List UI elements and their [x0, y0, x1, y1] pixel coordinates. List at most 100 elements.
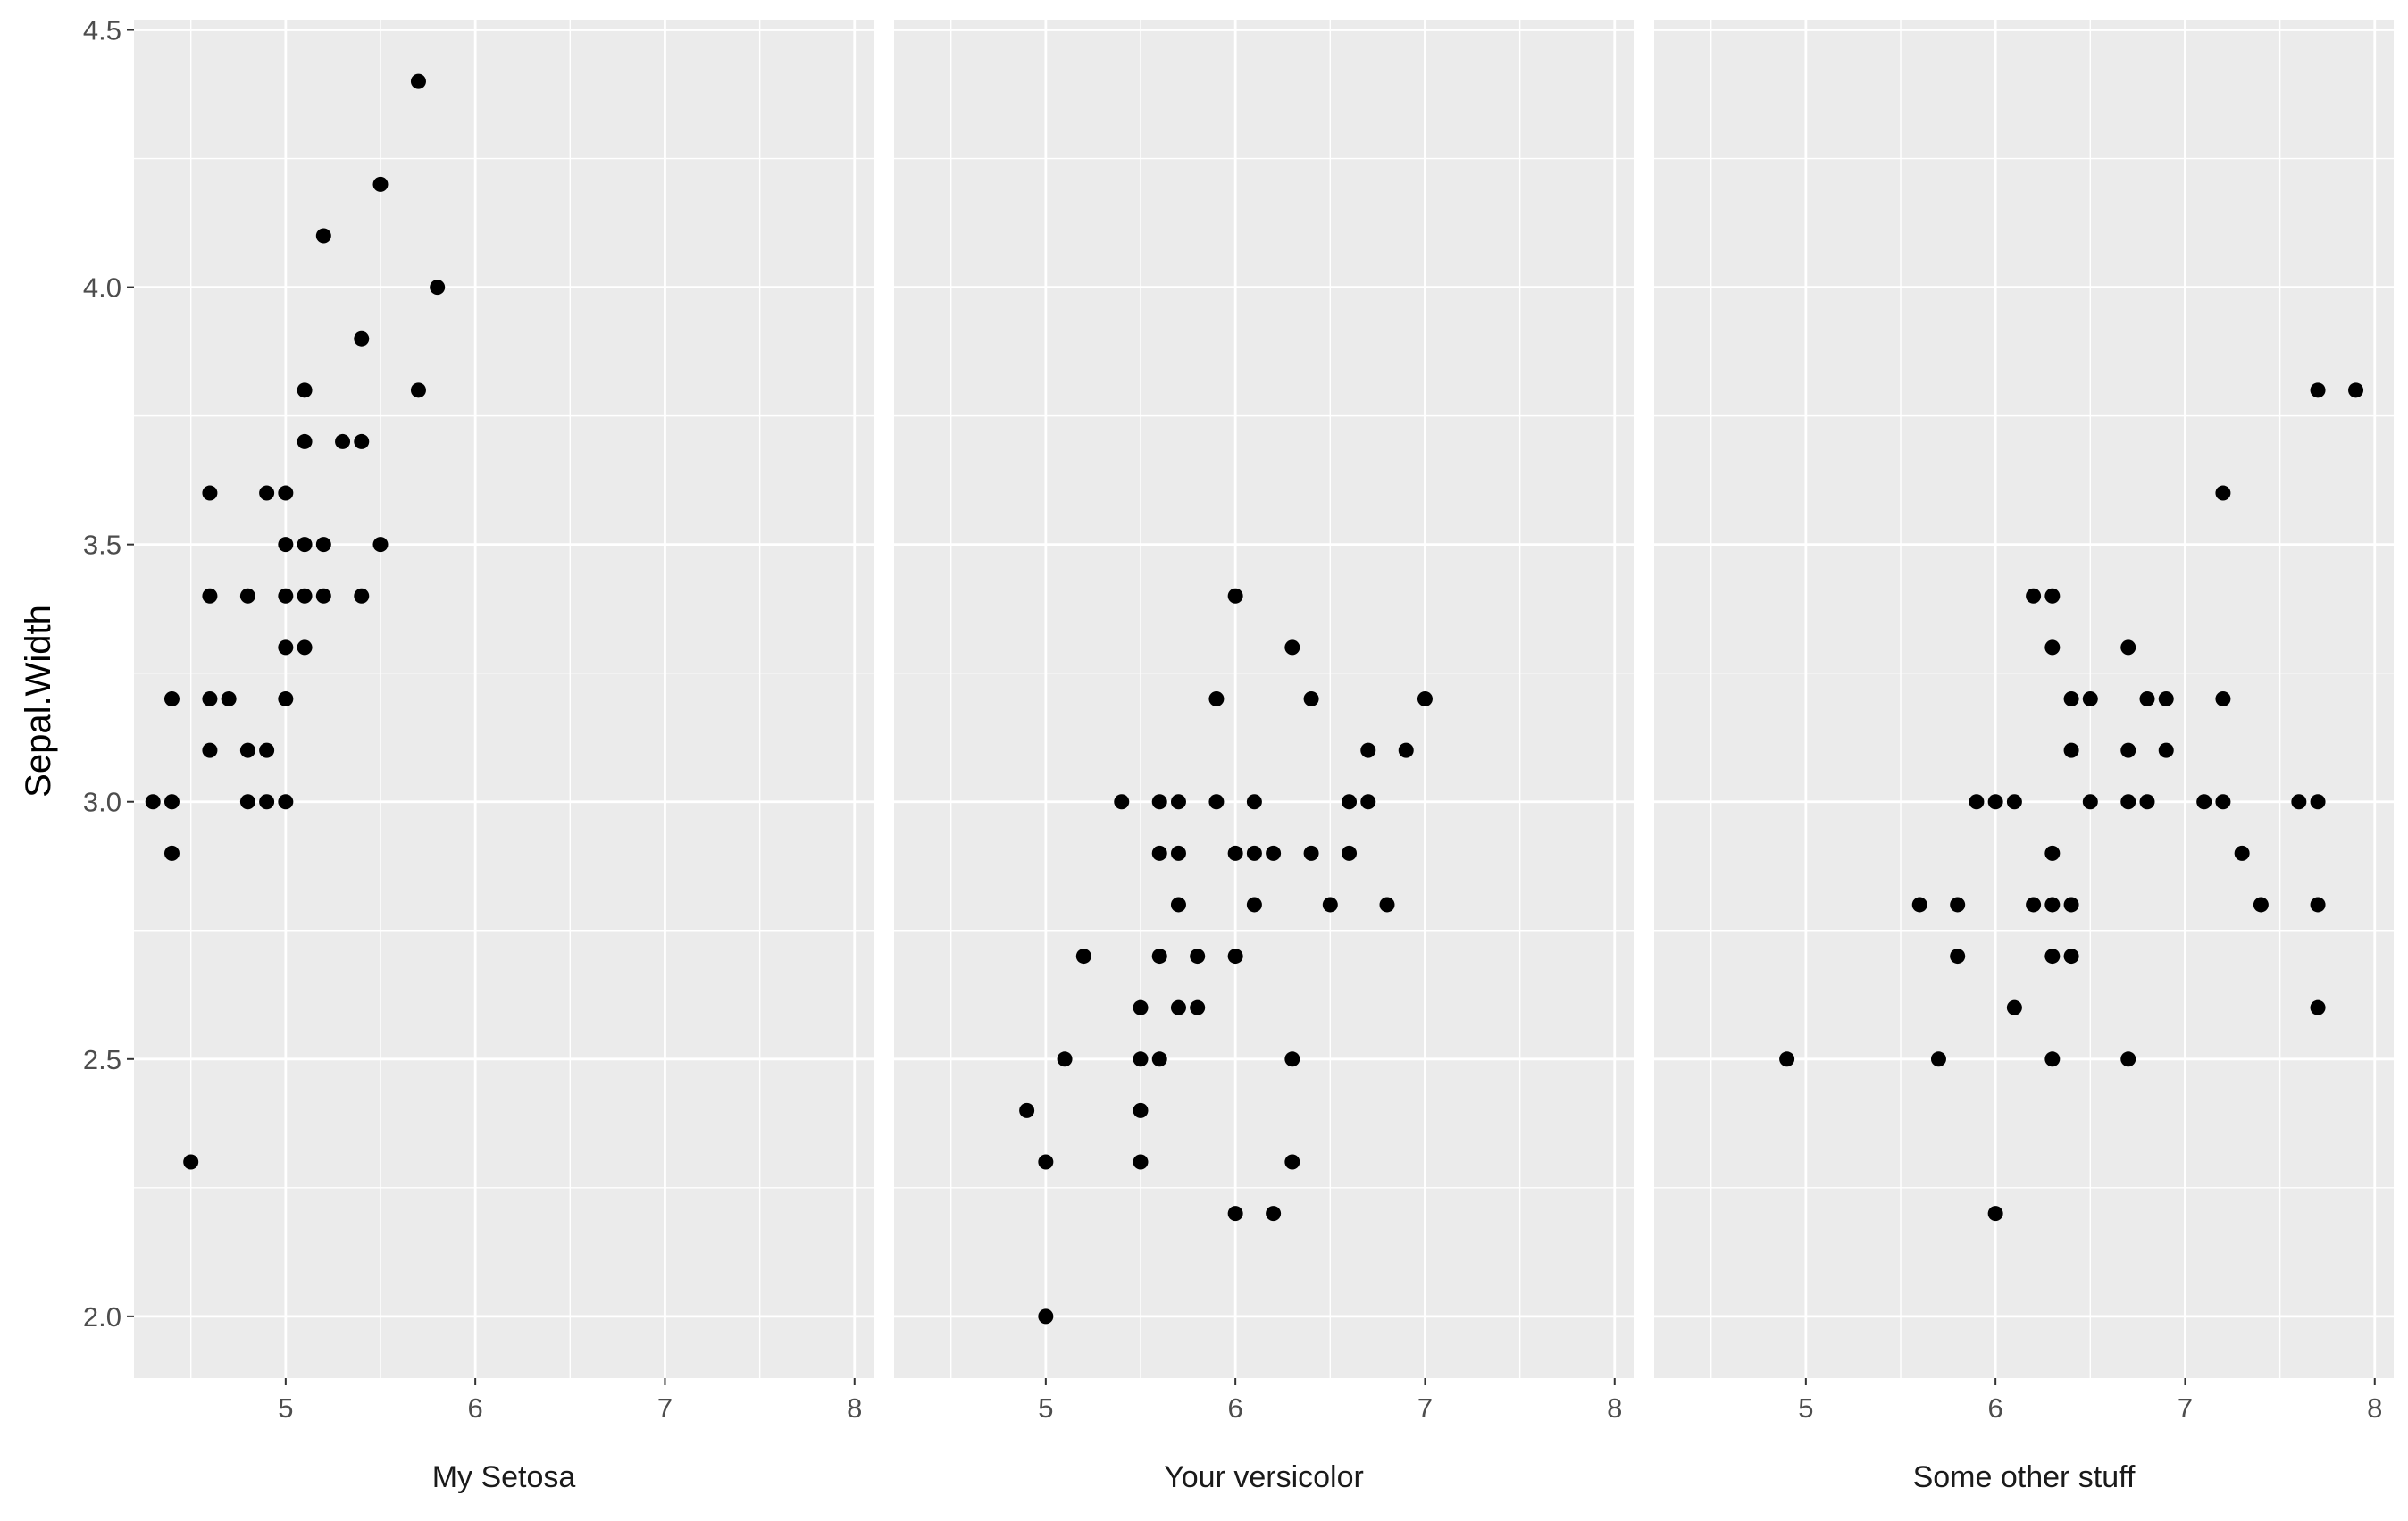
- panel-background: [134, 20, 874, 1378]
- data-point: [1266, 1206, 1282, 1222]
- data-point: [163, 845, 180, 861]
- x-tick-label: 7: [657, 1392, 673, 1424]
- data-point: [163, 794, 180, 810]
- data-point: [2026, 588, 2042, 604]
- y-tick-label: 4.5: [83, 15, 121, 46]
- data-point: [297, 537, 313, 553]
- data-point: [1151, 845, 1167, 861]
- data-point: [278, 588, 294, 604]
- data-point: [1246, 897, 1262, 913]
- data-point: [2044, 1051, 2061, 1067]
- data-point: [2006, 794, 2022, 810]
- data-point: [1133, 999, 1149, 1015]
- data-point: [2063, 897, 2079, 913]
- data-point: [2063, 691, 2079, 706]
- data-point: [2310, 897, 2326, 913]
- data-point: [1779, 1051, 1795, 1067]
- facet-panel: 5 6 7 8 Your versicolor: [894, 20, 1634, 1494]
- data-point: [2063, 742, 2079, 758]
- data-point: [1190, 999, 1206, 1015]
- data-point: [1114, 794, 1130, 810]
- data-point: [1911, 897, 1927, 913]
- data-point: [297, 382, 313, 398]
- x-tick-label: 8: [847, 1392, 862, 1424]
- data-point: [1133, 1102, 1149, 1118]
- data-point: [2044, 897, 2061, 913]
- data-point: [1133, 1051, 1149, 1067]
- data-point: [278, 691, 294, 706]
- data-point: [145, 794, 161, 810]
- data-point: [1284, 1051, 1300, 1067]
- x-tick-label: 7: [2178, 1392, 2193, 1424]
- facet-label: My Setosa: [432, 1460, 576, 1494]
- data-point: [1342, 845, 1358, 861]
- data-point: [2253, 897, 2269, 913]
- data-point: [2044, 639, 2061, 656]
- data-point: [1303, 691, 1319, 706]
- data-point: [1190, 949, 1206, 965]
- data-point: [297, 433, 313, 449]
- data-point: [278, 794, 294, 810]
- data-point: [1360, 794, 1376, 810]
- data-point: [1360, 742, 1376, 758]
- x-tick-label: 6: [468, 1392, 483, 1424]
- data-point: [430, 280, 446, 296]
- data-point: [2310, 794, 2326, 810]
- data-point: [1038, 1154, 1054, 1170]
- y-axis-label: Sepal.Width: [19, 605, 58, 798]
- data-point: [315, 588, 331, 604]
- data-point: [202, 742, 218, 758]
- data-point: [2215, 485, 2231, 501]
- data-point: [1227, 949, 1243, 965]
- data-point: [2120, 1051, 2136, 1067]
- facet-label: Your versicolor: [1164, 1460, 1364, 1494]
- data-point: [2215, 794, 2231, 810]
- data-point: [1170, 794, 1186, 810]
- data-point: [2044, 588, 2061, 604]
- data-point: [1969, 794, 1985, 810]
- data-point: [1151, 949, 1167, 965]
- data-point: [1987, 1206, 2003, 1222]
- data-point: [1075, 949, 1091, 965]
- data-point: [315, 537, 331, 553]
- y-tick-label: 2.0: [83, 1301, 121, 1333]
- data-point: [278, 537, 294, 553]
- data-point: [2044, 949, 2061, 965]
- data-point: [1342, 794, 1358, 810]
- data-point: [2348, 382, 2364, 398]
- data-point: [1208, 691, 1225, 706]
- data-point: [2082, 691, 2098, 706]
- data-point: [2196, 794, 2212, 810]
- x-tick-label: 6: [1988, 1392, 2003, 1424]
- data-point: [354, 588, 370, 604]
- data-point: [335, 433, 351, 449]
- x-tick-label: 5: [1798, 1392, 1813, 1424]
- data-point: [1151, 794, 1167, 810]
- y-tick-label: 4.0: [83, 272, 121, 304]
- data-point: [2310, 999, 2326, 1015]
- data-point: [372, 176, 389, 192]
- data-point: [1246, 845, 1262, 861]
- data-point: [1950, 897, 1966, 913]
- facet-panel: 5 6 7 8 My Setosa: [134, 20, 874, 1494]
- data-point: [239, 742, 255, 758]
- data-point: [163, 691, 180, 706]
- data-point: [410, 382, 426, 398]
- data-point: [354, 330, 370, 347]
- data-point: [2006, 999, 2022, 1015]
- data-point: [2082, 794, 2098, 810]
- x-tick-label: 6: [1228, 1392, 1243, 1424]
- x-tick-label: 5: [1038, 1392, 1053, 1424]
- data-point: [1950, 949, 1966, 965]
- data-point: [1170, 999, 1186, 1015]
- data-point: [1322, 897, 1338, 913]
- data-point: [239, 794, 255, 810]
- data-point: [1266, 845, 1282, 861]
- data-point: [2139, 691, 2155, 706]
- data-point: [1303, 845, 1319, 861]
- data-point: [297, 639, 313, 656]
- data-point: [2291, 794, 2307, 810]
- data-point: [221, 691, 237, 706]
- data-point: [1170, 845, 1186, 861]
